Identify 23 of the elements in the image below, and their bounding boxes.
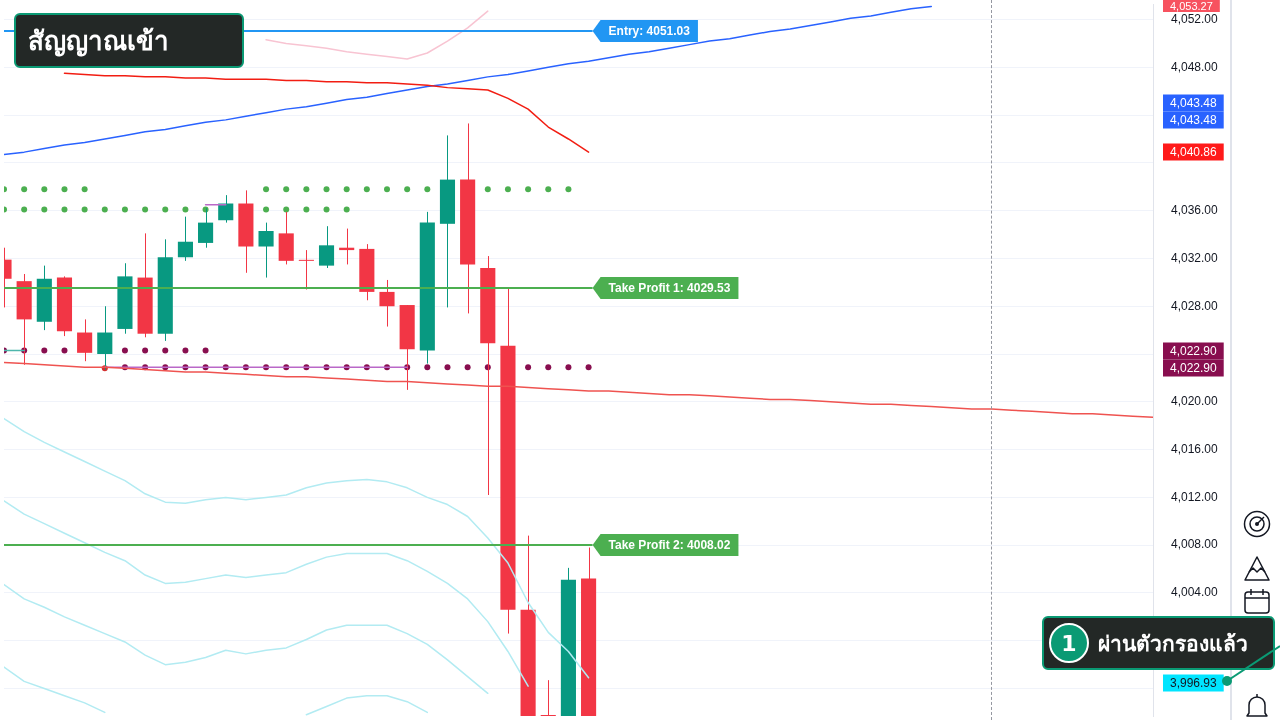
ref-line-label: Entry: 4051.03	[608, 24, 691, 39]
text: 4,022.90	[1170, 361, 1218, 376]
ref-line-label: Take Profit 1: 4029.53	[608, 281, 731, 296]
text: 4,022.90	[1170, 344, 1218, 359]
y-tick-label: 4,032.00	[1171, 250, 1219, 265]
text: 4,043.48	[1170, 96, 1218, 111]
y-tick-label: 4,004.00	[1171, 585, 1219, 600]
y-tick-label: 4,008.00	[1171, 537, 1219, 552]
y-tick-label: 4,020.00	[1171, 394, 1219, 409]
y-tick-label: 4,012.00	[1171, 489, 1219, 504]
y-tick-label: 4,016.00	[1171, 441, 1219, 456]
text: 4,040.86	[1170, 145, 1218, 160]
y-tick-label: 4,036.00	[1171, 202, 1219, 217]
annotation: 1	[1049, 623, 1089, 663]
text: สัญญาณเข้า	[28, 25, 169, 59]
y-tick-label: 4,048.00	[1171, 59, 1219, 74]
y-tick-label: 4,052.00	[1171, 11, 1219, 26]
annotation: ผ่านตัวกรองแล้ว	[1098, 630, 1248, 658]
text: 4,043.48	[1170, 113, 1218, 128]
ref-line-label: Take Profit 2: 4008.02	[608, 538, 731, 553]
text: 3,996.93	[1170, 676, 1218, 691]
text: 4,053.27	[1170, 0, 1213, 13]
y-tick-label: 4,028.00	[1171, 298, 1219, 313]
